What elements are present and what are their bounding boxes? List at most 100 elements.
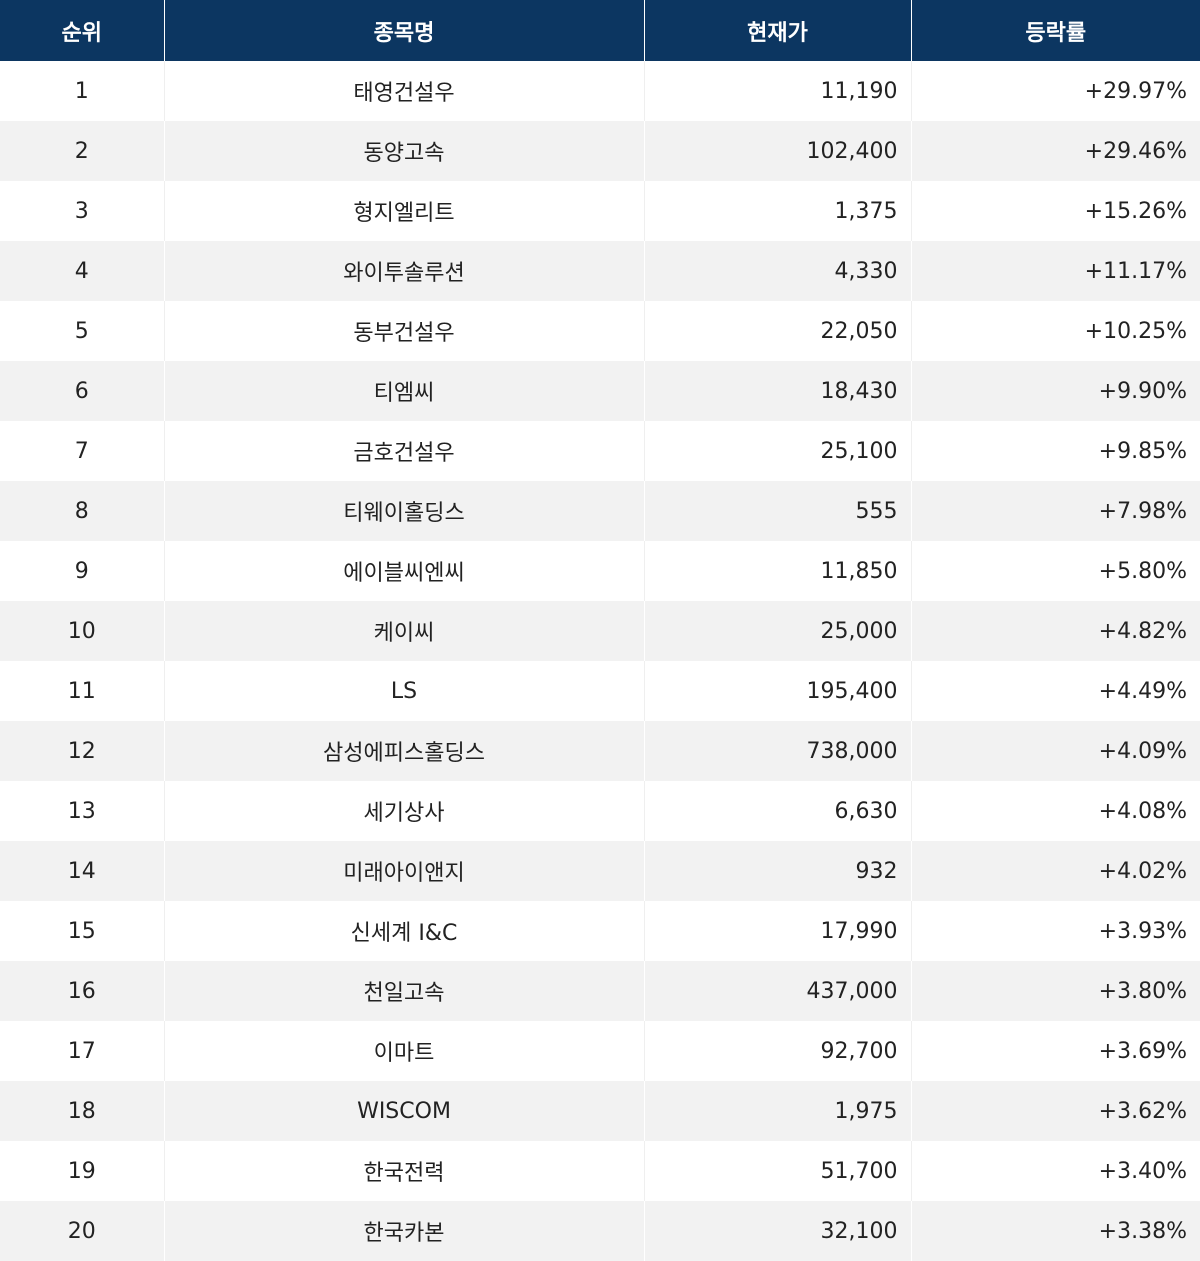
table-row: 17 이마트 92,700 +3.69% bbox=[0, 1021, 1200, 1081]
price-cell: 6,630 bbox=[644, 781, 912, 841]
stock-name-cell: WISCOM bbox=[164, 1081, 645, 1141]
rank-cell: 19 bbox=[0, 1141, 165, 1201]
stock-name-cell: 금호건설우 bbox=[164, 421, 645, 481]
price-cell: 1,375 bbox=[644, 181, 912, 241]
stock-name-cell: 미래아이앤지 bbox=[164, 841, 645, 901]
header-change: 등락률 bbox=[911, 0, 1200, 61]
stock-name-cell: 와이투솔루션 bbox=[164, 241, 645, 301]
price-cell: 92,700 bbox=[644, 1021, 912, 1081]
stock-name-cell: 삼성에피스홀딩스 bbox=[164, 721, 645, 781]
table-row: 18 WISCOM 1,975 +3.62% bbox=[0, 1081, 1200, 1141]
change-rate-cell: +4.49% bbox=[911, 661, 1200, 721]
table-body: 1 태영건설우 11,190 +29.97% 2 동양고속 102,400 +29.46% 3 형… bbox=[0, 61, 1200, 1261]
table-row: 9 에이블씨엔씨 11,850 +5.80% bbox=[0, 541, 1200, 601]
rank-cell: 14 bbox=[0, 841, 165, 901]
stock-name-cell: 태영건설우 bbox=[164, 61, 645, 121]
table-row: 1 태영건설우 11,190 +29.97% bbox=[0, 61, 1200, 121]
rank-cell: 20 bbox=[0, 1201, 165, 1261]
change-rate-cell: +4.02% bbox=[911, 841, 1200, 901]
rank-cell: 3 bbox=[0, 181, 165, 241]
stock-name-cell: 케이씨 bbox=[164, 601, 645, 661]
rank-cell: 15 bbox=[0, 901, 165, 961]
header-name: 종목명 bbox=[164, 0, 645, 61]
table-row: 12 삼성에피스홀딩스 738,000 +4.09% bbox=[0, 721, 1200, 781]
change-rate-cell: +3.80% bbox=[911, 961, 1200, 1021]
change-rate-cell: +4.08% bbox=[911, 781, 1200, 841]
stock-name-cell: 이마트 bbox=[164, 1021, 645, 1081]
change-rate-cell: +3.93% bbox=[911, 901, 1200, 961]
price-cell: 11,190 bbox=[644, 61, 912, 121]
stock-name-cell: 티웨이홀딩스 bbox=[164, 481, 645, 541]
price-cell: 51,700 bbox=[644, 1141, 912, 1201]
table-row: 15 신세계 I&C 17,990 +3.93% bbox=[0, 901, 1200, 961]
change-rate-cell: +3.62% bbox=[911, 1081, 1200, 1141]
rank-cell: 11 bbox=[0, 661, 165, 721]
stock-name-cell: 한국전력 bbox=[164, 1141, 645, 1201]
change-rate-cell: +7.98% bbox=[911, 481, 1200, 541]
price-cell: 25,000 bbox=[644, 601, 912, 661]
rank-cell: 7 bbox=[0, 421, 165, 481]
change-rate-cell: +29.46% bbox=[911, 121, 1200, 181]
rank-cell: 8 bbox=[0, 481, 165, 541]
table-row: 8 티웨이홀딩스 555 +7.98% bbox=[0, 481, 1200, 541]
table-row: 3 형지엘리트 1,375 +15.26% bbox=[0, 181, 1200, 241]
price-cell: 738,000 bbox=[644, 721, 912, 781]
price-cell: 932 bbox=[644, 841, 912, 901]
header-row: 순위 종목명 현재가 등락률 bbox=[0, 0, 1200, 61]
table-row: 19 한국전력 51,700 +3.40% bbox=[0, 1141, 1200, 1201]
rank-cell: 4 bbox=[0, 241, 165, 301]
stock-name-cell: 신세계 I&C bbox=[164, 901, 645, 961]
change-rate-cell: +3.69% bbox=[911, 1021, 1200, 1081]
price-cell: 195,400 bbox=[644, 661, 912, 721]
stock-name-cell: LS bbox=[164, 661, 645, 721]
stock-name-cell: 동부건설우 bbox=[164, 301, 645, 361]
header-price: 현재가 bbox=[644, 0, 912, 61]
stock-name-cell: 세기상사 bbox=[164, 781, 645, 841]
change-rate-cell: +9.90% bbox=[911, 361, 1200, 421]
price-cell: 437,000 bbox=[644, 961, 912, 1021]
stock-name-cell: 티엠씨 bbox=[164, 361, 645, 421]
rank-cell: 10 bbox=[0, 601, 165, 661]
table-row: 5 동부건설우 22,050 +10.25% bbox=[0, 301, 1200, 361]
rank-cell: 17 bbox=[0, 1021, 165, 1081]
table-row: 14 미래아이앤지 932 +4.02% bbox=[0, 841, 1200, 901]
rank-cell: 6 bbox=[0, 361, 165, 421]
rank-cell: 9 bbox=[0, 541, 165, 601]
price-cell: 555 bbox=[644, 481, 912, 541]
change-rate-cell: +15.26% bbox=[911, 181, 1200, 241]
stock-name-cell: 동양고속 bbox=[164, 121, 645, 181]
price-cell: 17,990 bbox=[644, 901, 912, 961]
change-rate-cell: +3.38% bbox=[911, 1201, 1200, 1261]
table-row: 11 LS 195,400 +4.49% bbox=[0, 661, 1200, 721]
change-rate-cell: +3.40% bbox=[911, 1141, 1200, 1201]
price-cell: 22,050 bbox=[644, 301, 912, 361]
change-rate-cell: +29.97% bbox=[911, 61, 1200, 121]
stock-name-cell: 천일고속 bbox=[164, 961, 645, 1021]
change-rate-cell: +9.85% bbox=[911, 421, 1200, 481]
table-row: 16 천일고속 437,000 +3.80% bbox=[0, 961, 1200, 1021]
change-rate-cell: +11.17% bbox=[911, 241, 1200, 301]
change-rate-cell: +5.80% bbox=[911, 541, 1200, 601]
rank-cell: 18 bbox=[0, 1081, 165, 1141]
price-cell: 1,975 bbox=[644, 1081, 912, 1141]
rank-cell: 2 bbox=[0, 121, 165, 181]
price-cell: 11,850 bbox=[644, 541, 912, 601]
price-cell: 102,400 bbox=[644, 121, 912, 181]
rank-cell: 5 bbox=[0, 301, 165, 361]
price-cell: 25,100 bbox=[644, 421, 912, 481]
price-cell: 32,100 bbox=[644, 1201, 912, 1261]
price-cell: 18,430 bbox=[644, 361, 912, 421]
stock-name-cell: 형지엘리트 bbox=[164, 181, 645, 241]
rank-cell: 12 bbox=[0, 721, 165, 781]
table-row: 13 세기상사 6,630 +4.08% bbox=[0, 781, 1200, 841]
table-row: 6 티엠씨 18,430 +9.90% bbox=[0, 361, 1200, 421]
rank-cell: 1 bbox=[0, 61, 165, 121]
rank-cell: 16 bbox=[0, 961, 165, 1021]
change-rate-cell: +10.25% bbox=[911, 301, 1200, 361]
change-rate-cell: +4.82% bbox=[911, 601, 1200, 661]
table-row: 7 금호건설우 25,100 +9.85% bbox=[0, 421, 1200, 481]
price-cell: 4,330 bbox=[644, 241, 912, 301]
header-rank: 순위 bbox=[0, 0, 165, 61]
change-rate-cell: +4.09% bbox=[911, 721, 1200, 781]
